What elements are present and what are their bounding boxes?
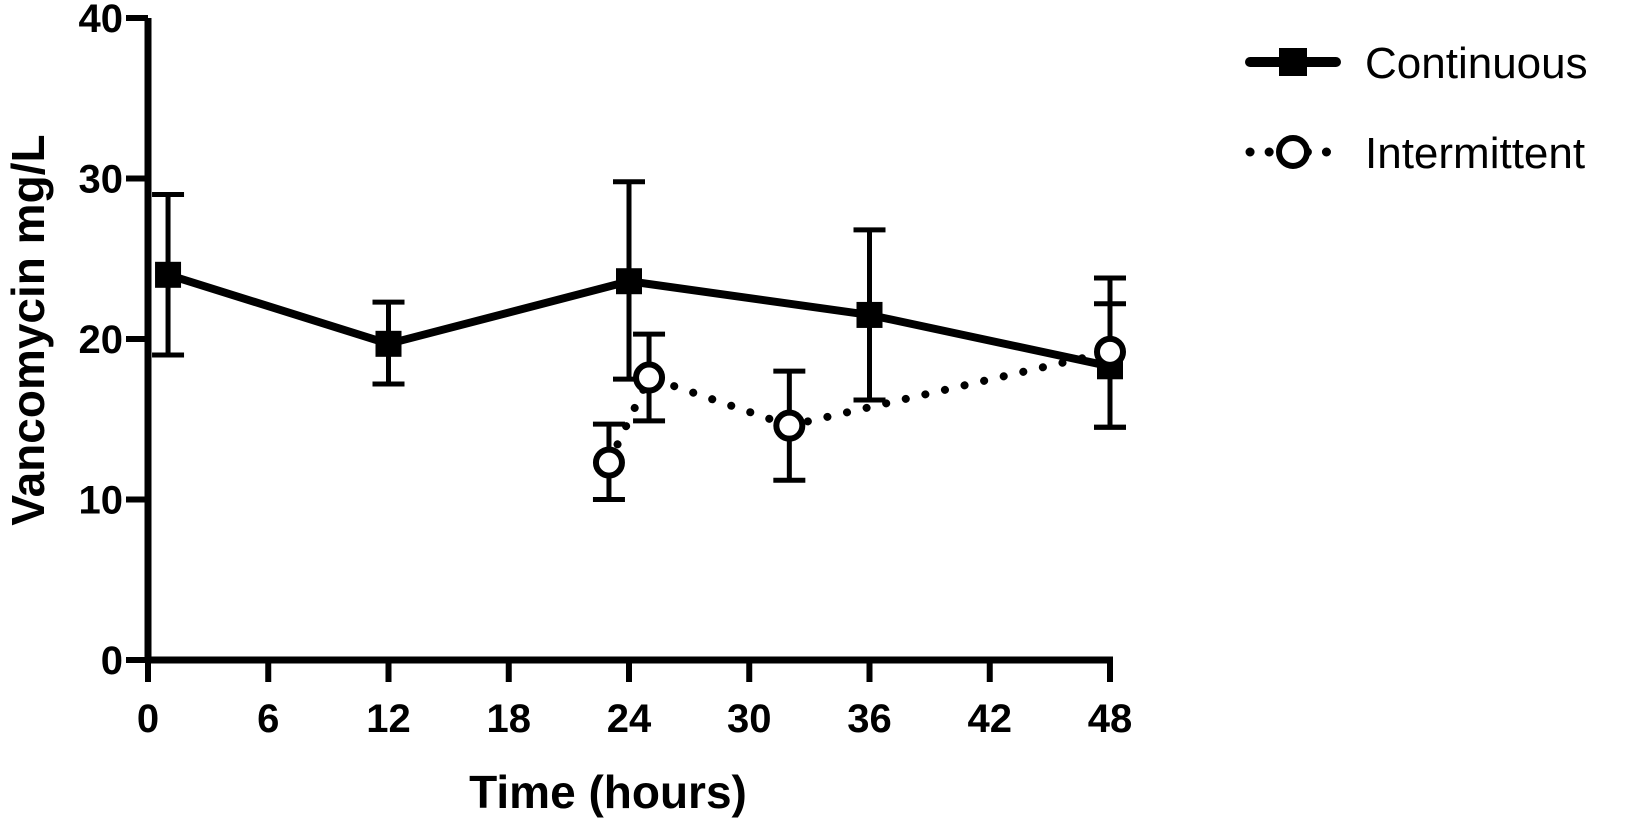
legend-intermittent-marker [1276,135,1310,169]
x-tick-label: 42 [968,697,1013,741]
data-point-intermittent[interactable] [592,446,625,479]
x-tick-label: 0 [137,697,159,741]
data-point-continuous[interactable] [155,261,182,288]
legend-item-continuous[interactable]: Continuous [1245,39,1588,88]
y-tick-label: 0 [101,639,123,683]
series-line-intermittent [604,347,1114,467]
plot-area [152,179,1126,502]
x-tick-label: 24 [607,697,652,741]
y-tick-label: 40 [79,0,124,41]
x-tick-label: 48 [1088,697,1133,741]
data-point-continuous[interactable] [616,268,642,295]
data-point-continuous[interactable] [856,301,883,328]
data-point-intermittent[interactable] [1094,335,1126,368]
x-tick-label: 6 [257,697,279,741]
legend-continuous-marker [1279,48,1307,76]
x-tick-label: 30 [727,697,772,741]
series-continuous [152,179,1126,430]
data-point-intermittent[interactable] [773,409,806,442]
series-intermittent [592,275,1126,502]
x-axis-title: Time (hours) [469,766,747,818]
y-axis-title: Vancomycin mg/L [2,134,54,525]
legend: Continuous Intermittent [1245,39,1588,178]
axes: Time (hours) Vancomycin mg/L 0 10 20 30 40 0 6… [2,0,1132,818]
y-tick-label: 10 [79,479,124,523]
legend-intermittent-label: Intermittent [1365,129,1585,178]
data-point-intermittent[interactable] [633,361,666,394]
y-tick-label: 30 [79,158,124,202]
legend-item-intermittent[interactable]: Intermittent [1245,129,1585,178]
data-point-continuous[interactable] [375,330,402,357]
x-tick-label: 12 [366,697,411,741]
x-tick-label: 36 [847,697,892,741]
y-tick-label: 20 [79,318,124,362]
legend-continuous-label: Continuous [1365,39,1588,88]
x-tick-label: 18 [487,697,532,741]
